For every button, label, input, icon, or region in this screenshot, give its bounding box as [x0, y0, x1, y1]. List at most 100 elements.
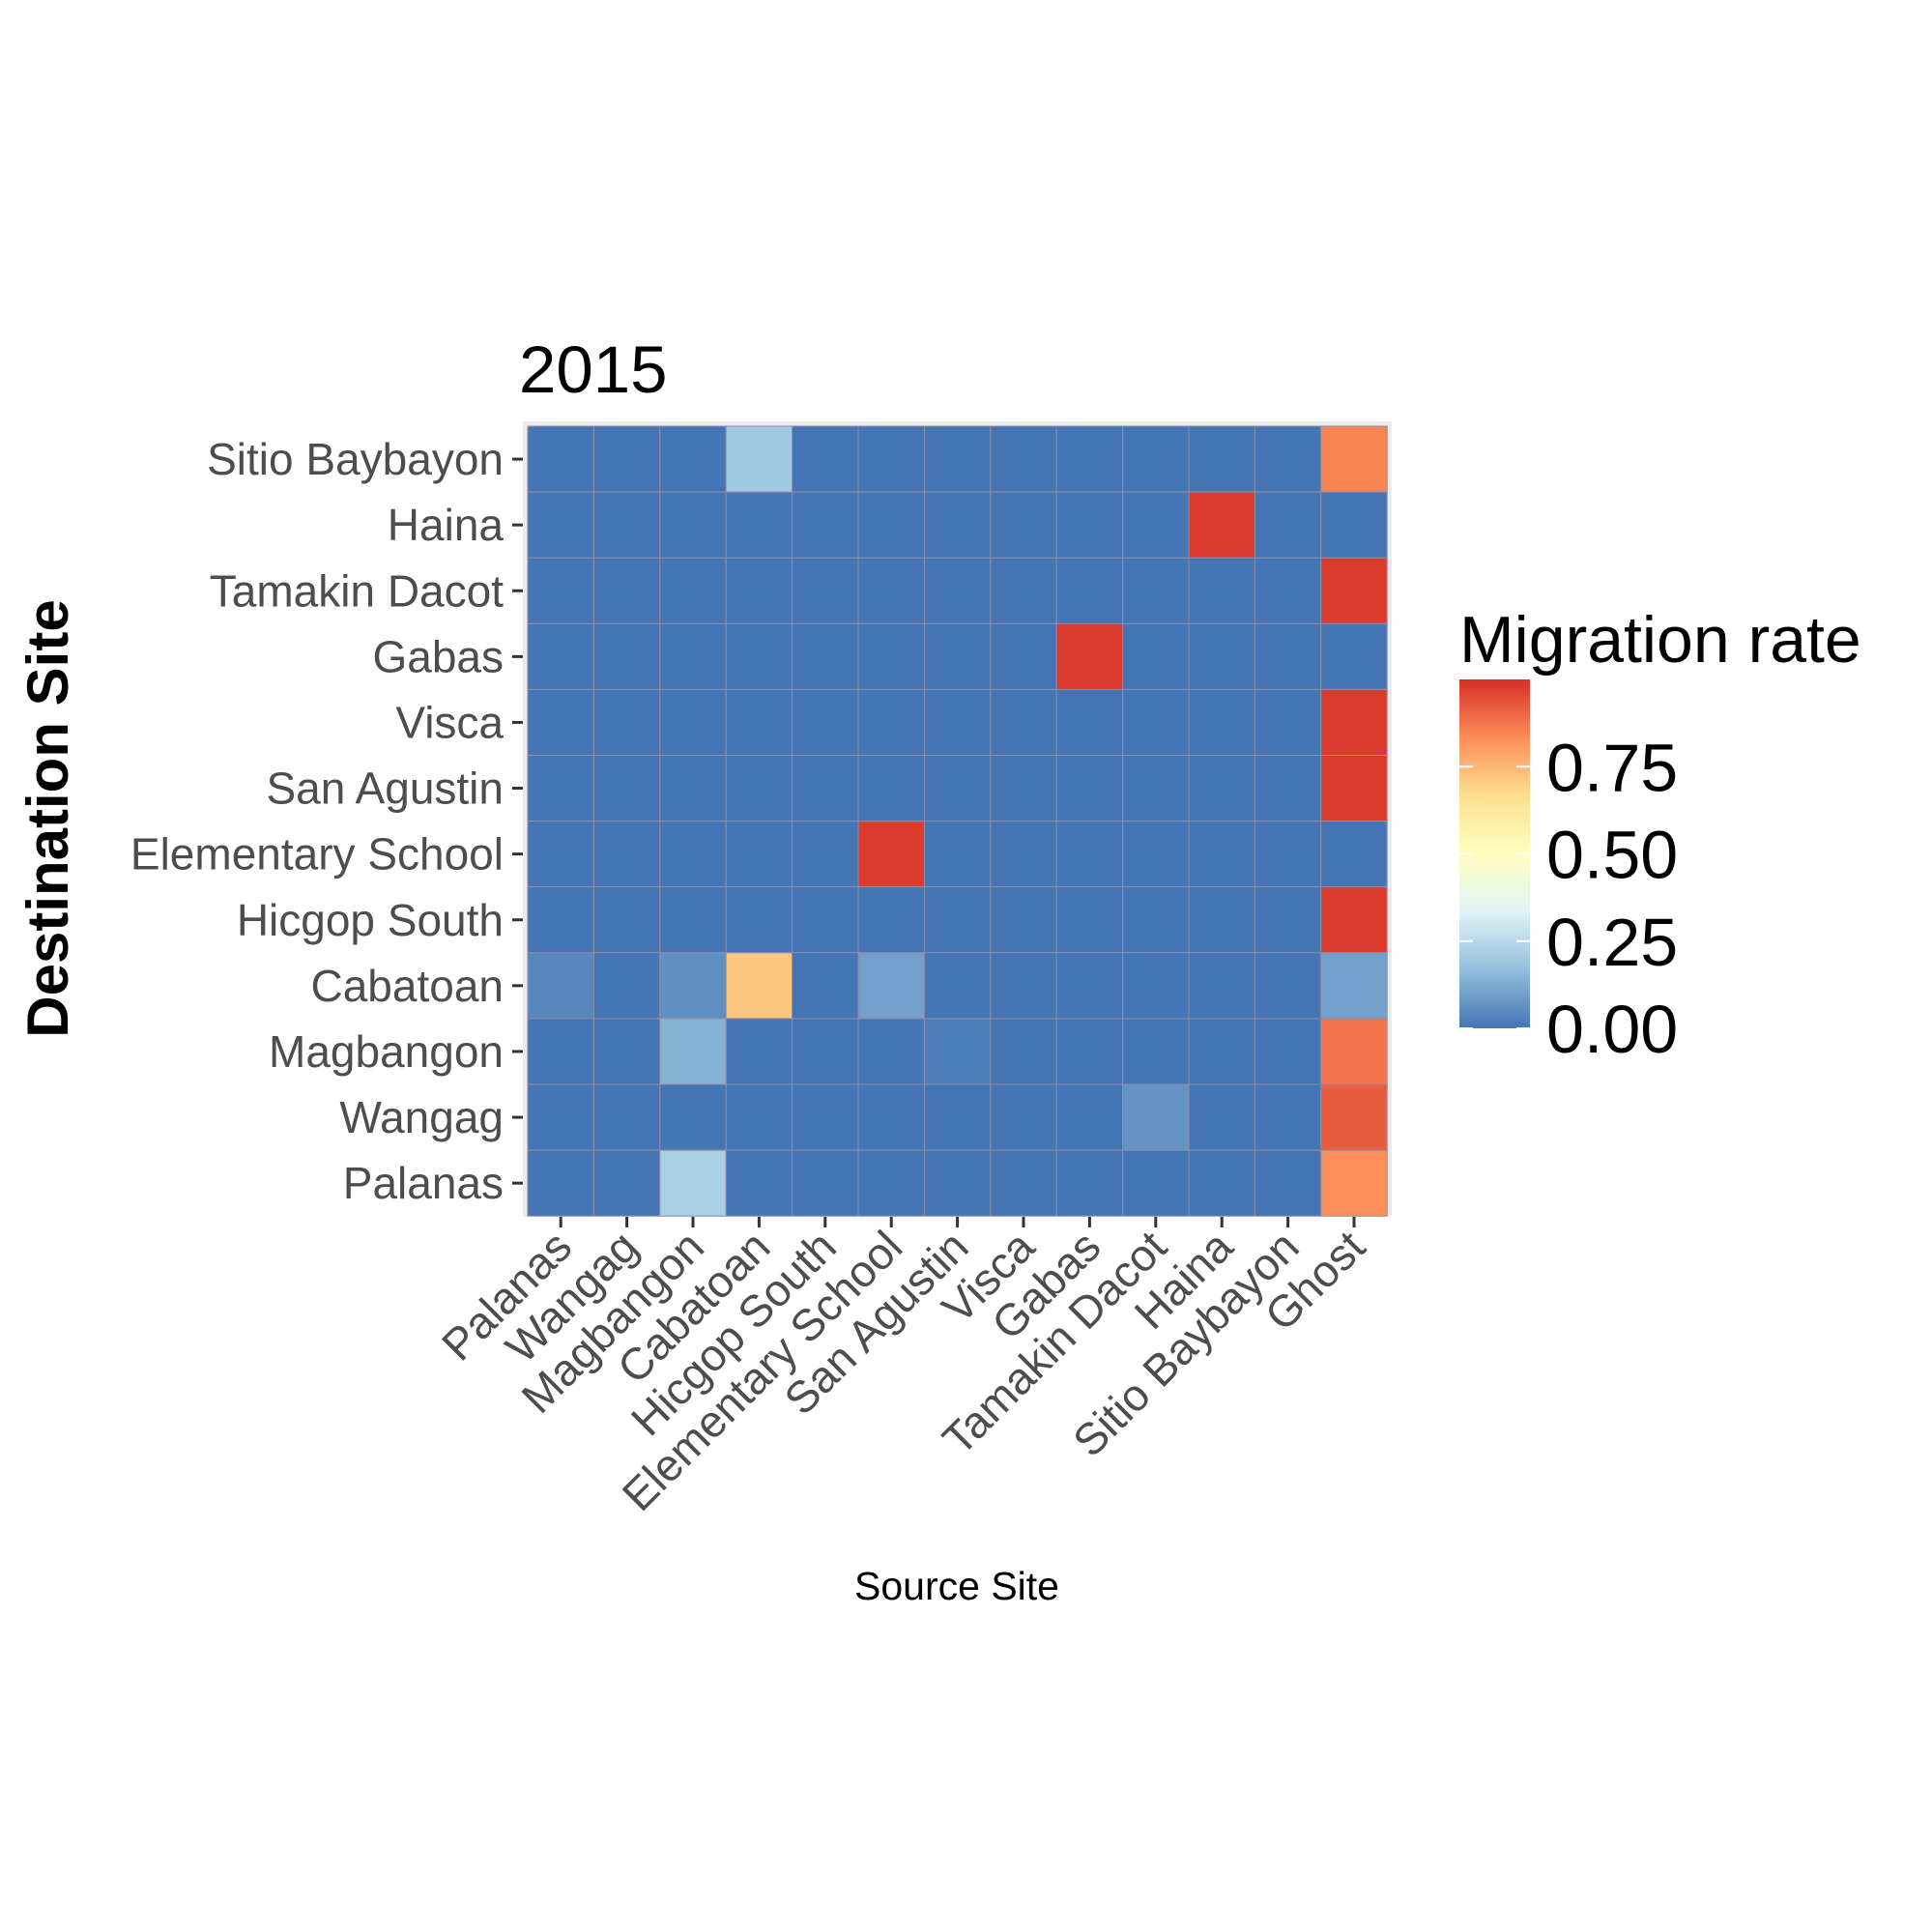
heatmap-cell [1122, 952, 1190, 1020]
heatmap-cell [1122, 688, 1190, 757]
heatmap-cell [857, 886, 925, 954]
y-tick-label: Magbangon [269, 1026, 504, 1077]
heatmap-cell [592, 886, 661, 954]
heatmap-cell [1122, 557, 1190, 624]
heatmap-cell [1055, 622, 1124, 690]
heatmap-cell [1122, 622, 1190, 690]
heatmap-cell [857, 755, 925, 822]
heatmap-cell [923, 425, 992, 493]
heatmap-cell [1122, 1083, 1190, 1151]
y-tick-label: Hicgop South [237, 895, 504, 945]
heatmap-cell [857, 952, 925, 1020]
heatmap-cell [1254, 557, 1322, 624]
heatmap-cell [1188, 755, 1255, 822]
heatmap-cell [1122, 1018, 1190, 1085]
heatmap-cell [1055, 1149, 1124, 1217]
heatmap-cell [923, 557, 992, 624]
heatmap-cell [592, 1018, 661, 1085]
heatmap-cell [792, 425, 859, 493]
heatmap-cell [923, 1018, 992, 1085]
heatmap-cell [1188, 1083, 1255, 1151]
heatmap-cell [1320, 1018, 1388, 1085]
y-tick-label: Cabatoan [311, 961, 505, 1011]
heatmap-cell [1320, 1083, 1388, 1151]
heatmap-cell [1320, 622, 1388, 690]
heatmap-cell [792, 755, 859, 822]
heatmap-cell [659, 1149, 727, 1217]
heatmap-cell [1188, 886, 1255, 954]
heatmap-cell [1122, 821, 1190, 888]
heatmap-cell [1320, 821, 1388, 888]
heatmap-cell [527, 425, 594, 493]
heatmap-cell [923, 622, 992, 690]
heatmap-cell [592, 557, 661, 624]
y-tick-label: Palanas [343, 1158, 504, 1208]
heatmap-cell [1122, 491, 1190, 559]
y-tick-label: Gabas [372, 631, 504, 681]
heatmap-cell [923, 491, 992, 559]
heatmap-cells [527, 425, 1388, 1217]
legend: Migration rate 0.75 0.50 0.25 0.00 [1459, 603, 1861, 1067]
heatmap-cell [527, 952, 594, 1020]
heatmap-cell [923, 886, 992, 954]
heatmap-cell [857, 622, 925, 690]
heatmap-cell [990, 491, 1057, 559]
heatmap-cell [990, 886, 1057, 954]
heatmap-cell [527, 755, 594, 822]
legend-tick-label: 0.25 [1546, 905, 1678, 980]
heatmap-cell [1055, 1083, 1124, 1151]
heatmap-cell [659, 1083, 727, 1151]
heatmap-cell [725, 755, 793, 822]
heatmap-cell [1188, 425, 1255, 493]
x-axis-title: Source Site [854, 1564, 1059, 1608]
heatmap-cell [923, 755, 992, 822]
heatmap-cell [857, 821, 925, 888]
heatmap-cell [659, 886, 727, 954]
heatmap-cell [923, 1149, 992, 1217]
heatmap-cell [1188, 952, 1255, 1020]
heatmap-cell [725, 821, 793, 888]
heatmap-cell [527, 622, 594, 690]
heatmap-cell [592, 491, 661, 559]
y-tick-label: Elementary School [130, 829, 504, 879]
heatmap-cell [725, 1018, 793, 1085]
heatmap-cell [1320, 425, 1388, 493]
heatmap-cell [659, 622, 727, 690]
heatmap-cell [592, 1149, 661, 1217]
legend-title: Migration rate [1459, 603, 1861, 677]
heatmap-cell [1122, 425, 1190, 493]
heatmap-cell [725, 886, 793, 954]
heatmap-cell [1055, 952, 1124, 1020]
heatmap-cell [527, 1149, 594, 1217]
heatmap-cell [527, 886, 594, 954]
heatmap-cell [923, 821, 992, 888]
heatmap-cell [1320, 1149, 1388, 1217]
heatmap-cell [592, 952, 661, 1020]
heatmap-cell [1055, 886, 1124, 954]
y-tick-label: Visca [395, 697, 504, 747]
heatmap-cell [725, 425, 793, 493]
heatmap-cell [792, 622, 859, 690]
heatmap-cell [990, 1018, 1057, 1085]
heatmap-cell [592, 622, 661, 690]
heatmap-cell [659, 755, 727, 822]
heatmap-cell [1188, 1149, 1255, 1217]
heatmap-cell [792, 491, 859, 559]
heatmap-cell [1254, 886, 1322, 954]
heatmap-cell [990, 557, 1057, 624]
heatmap-cell [857, 557, 925, 624]
heatmap-cell [592, 425, 661, 493]
heatmap-cell [1320, 688, 1388, 757]
y-tick-label: San Agustin [266, 764, 504, 814]
heatmap-cell [1320, 952, 1388, 1020]
heatmap-cell [1254, 755, 1322, 822]
heatmap-cell [792, 952, 859, 1020]
heatmap-cell [725, 622, 793, 690]
heatmap-cell [1055, 491, 1124, 559]
legend-ticks: 0.75 0.50 0.25 0.00 [1459, 730, 1678, 1067]
heatmap-cell [857, 491, 925, 559]
heatmap-cell [725, 1083, 793, 1151]
heatmap-cell [990, 1149, 1057, 1217]
heatmap-cell [1055, 688, 1124, 757]
